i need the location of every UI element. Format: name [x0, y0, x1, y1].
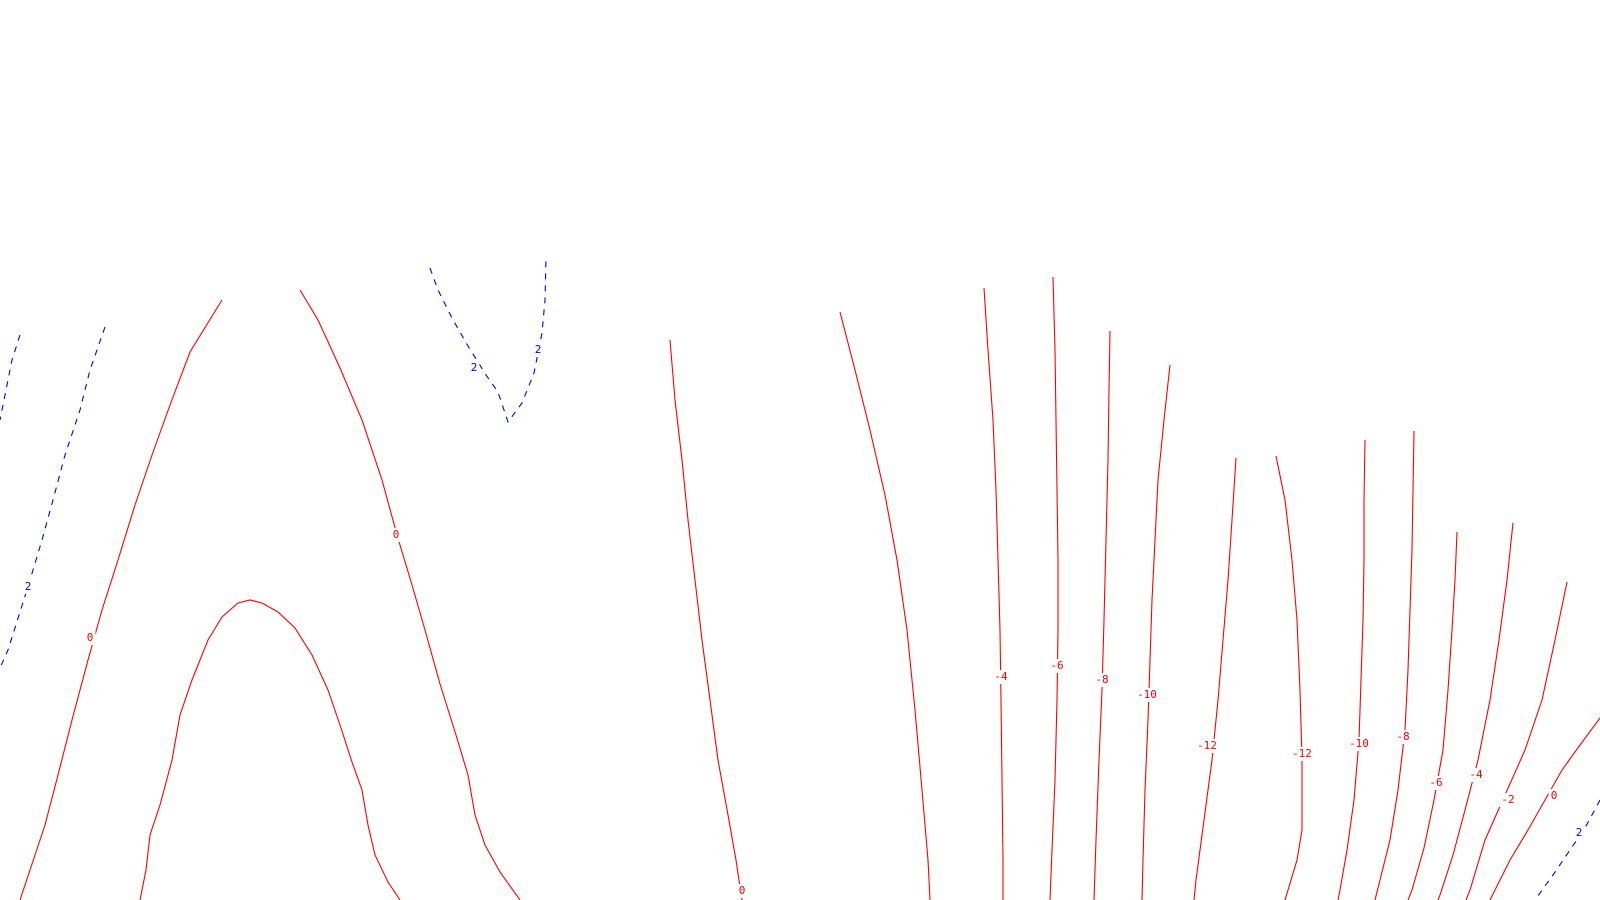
contour-label-c-pos-top-b: 2 — [535, 343, 542, 356]
contour-line-c-neg-12-right — [1275, 455, 1303, 900]
contour-line-c-neg-6-left — [1049, 276, 1059, 900]
contour-label-bg-c-neg-10-right — [1346, 737, 1372, 751]
contour-label-bg-c-neg-12-right — [1289, 747, 1315, 761]
contour-label-bg-c-zero-arch-outer-b — [390, 528, 402, 542]
contour-label-c-pos-right: 2 — [1576, 826, 1583, 839]
contour-label-bg-c-neg-6-left — [1048, 659, 1066, 673]
contour-label-c-pos-top: 2 — [471, 361, 478, 374]
contour-label-bg-c-pos-top-b — [532, 343, 544, 357]
contour-line-c-neg-8-left — [1093, 330, 1111, 900]
contour-label-bg-c-pos-right — [1573, 826, 1585, 840]
contour-line-c-zero-arch-outer-b — [299, 289, 521, 900]
contour-label-bg-c-neg-4-left — [992, 670, 1010, 684]
contour-line-c-pos-right — [1534, 799, 1600, 900]
contour-label-c-zero-arch-outer-b: 0 — [393, 528, 400, 541]
contour-label-c-neg-4-left: -4 — [994, 670, 1008, 683]
contour-label-c-neg-4-right: -4 — [1469, 768, 1483, 781]
contour-label-bg-c-neg-8-right — [1394, 730, 1412, 744]
contour-line-c-zero-right — [1489, 717, 1600, 900]
contour-line-c-neg-12-left — [1193, 457, 1237, 900]
contour-line-c-neg-2-right — [1465, 581, 1568, 900]
contour-line-c-pos-top — [429, 257, 547, 424]
contour-label-bg-c-neg-12-left — [1194, 739, 1220, 753]
contour-label-c-neg-6-left: -6 — [1050, 659, 1063, 672]
contour-label-c-neg-12-left: -12 — [1197, 739, 1217, 752]
contour-line-c-zero-mid-a — [669, 339, 743, 900]
contour-line-c-pos-left-b — [0, 326, 106, 669]
contour-line-c-zero-mid-b — [839, 311, 931, 900]
contour-line-c-neg-8-right — [1374, 430, 1415, 900]
contour-label-c-zero-right: 0 — [1551, 789, 1558, 802]
contour-label-c-neg-2-right: -2 — [1501, 793, 1514, 806]
contour-label-c-zero-arch-outer: 0 — [87, 631, 94, 644]
contour-label-c-neg-10-right: -10 — [1349, 737, 1369, 750]
contour-line-c-neg-10-right — [1337, 439, 1366, 900]
contour-line-c-neg-6-right — [1407, 531, 1458, 900]
contour-label-bg-c-neg-8-left — [1093, 673, 1111, 687]
contour-label-bg-c-pos-left-b — [22, 580, 34, 594]
contour-line-c-pos-left-a — [0, 334, 21, 421]
contour-label-bg-c-pos-top — [468, 361, 480, 375]
contour-line-c-zero-arch-inner — [139, 599, 401, 900]
contour-label-c-neg-12-right: -12 — [1292, 747, 1312, 760]
contour-lines — [0, 257, 1600, 900]
contour-label-bg-c-neg-10-left — [1134, 688, 1160, 702]
contour-labels: 2 2 2 0 0 0 -4 -6 -8 -10 -12 -12 -10 -8 -6 -4 -2 0 2 — [22, 343, 1585, 898]
contour-label-c-zero-mid-a: 0 — [739, 884, 746, 897]
contour-line-c-neg-4-right — [1437, 522, 1514, 900]
contour-label-c-neg-8-right: -8 — [1396, 730, 1409, 743]
contour-line-c-neg-10-left — [1141, 364, 1171, 900]
contour-label-c-neg-10-left: -10 — [1137, 688, 1157, 701]
contour-label-bg-c-zero-right — [1548, 789, 1560, 803]
contour-label-bg-c-zero-arch-outer — [84, 631, 96, 645]
contour-line-c-zero-arch-outer — [19, 299, 223, 900]
contour-line-c-neg-4-left — [983, 287, 1004, 900]
contour-label-bg-c-neg-4-right — [1467, 768, 1485, 782]
contour-label-bg-c-zero-mid-a — [736, 884, 748, 898]
contour-label-bg-c-neg-6-right — [1427, 776, 1445, 790]
contour-label-c-neg-6-right: -6 — [1429, 776, 1442, 789]
contour-label-c-neg-8-left: -8 — [1095, 673, 1108, 686]
contour-label-bg-c-neg-2-right — [1499, 793, 1517, 807]
contour-label-c-pos-left-b: 2 — [25, 580, 32, 593]
